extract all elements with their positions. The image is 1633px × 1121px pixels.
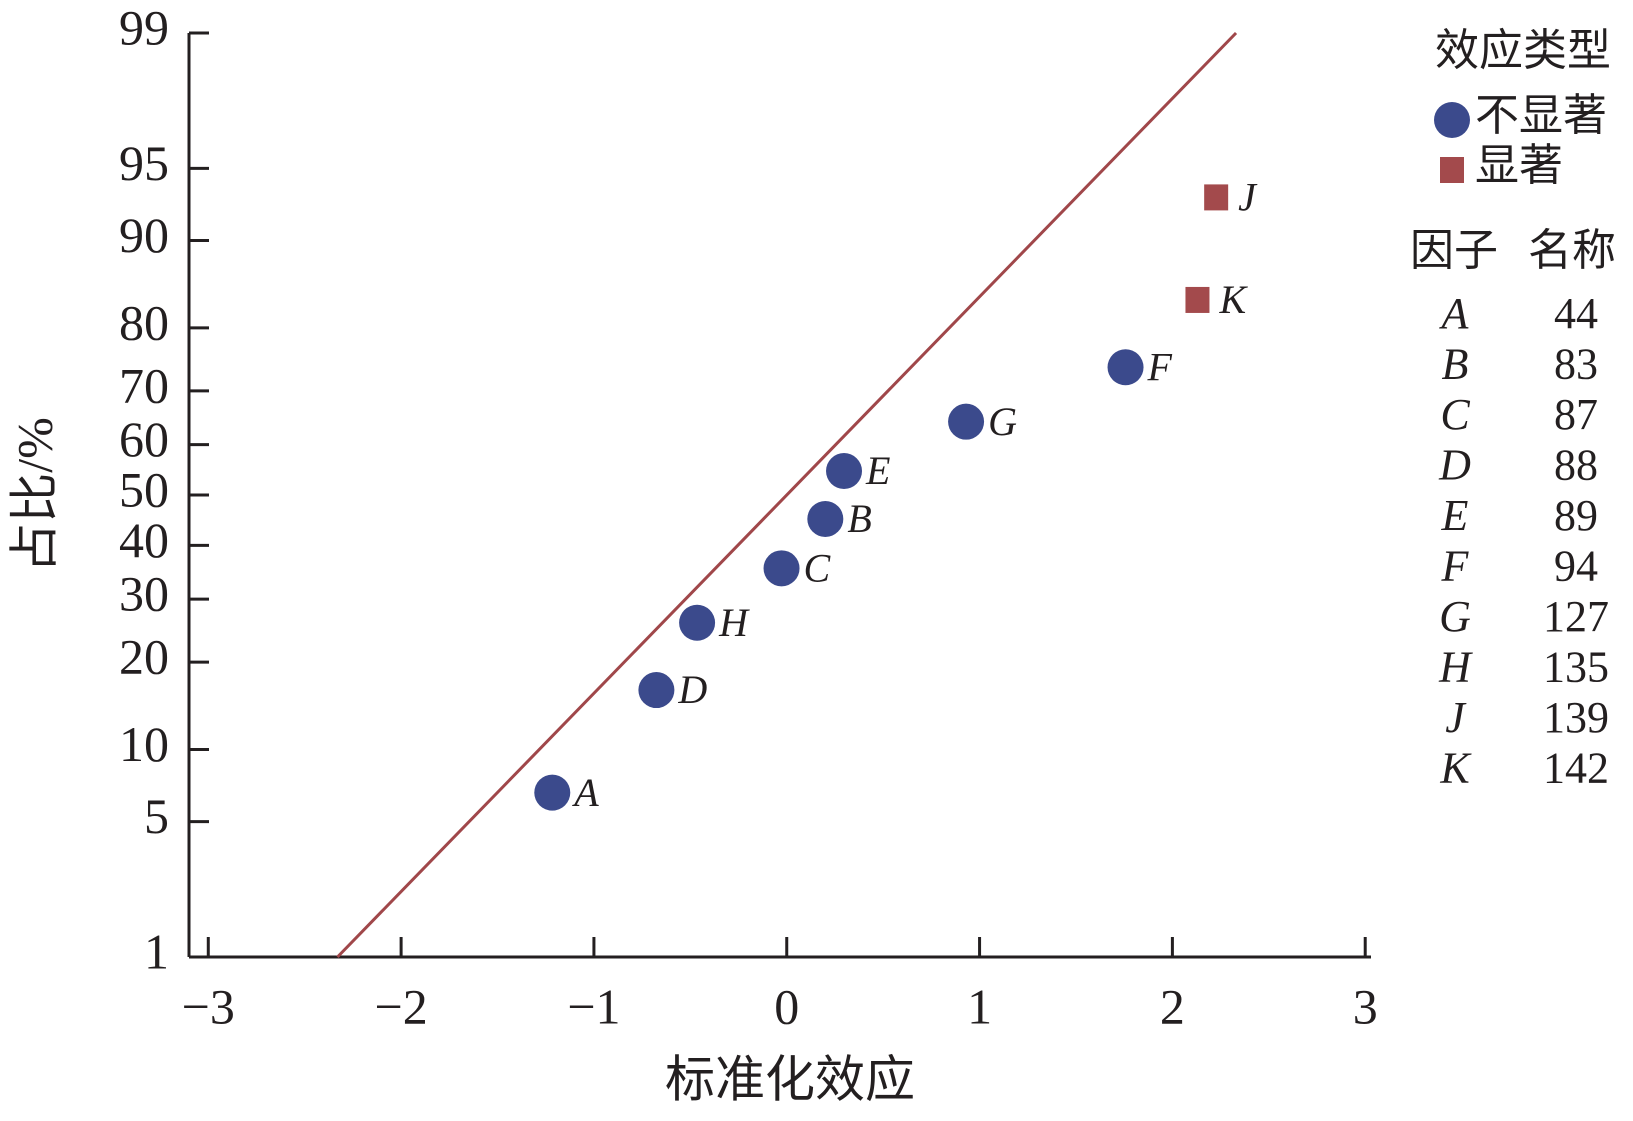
x-tick-label: 2 xyxy=(1160,978,1185,1034)
point xyxy=(1204,184,1229,211)
y-tick-label: 1 xyxy=(144,923,169,979)
point-label: B xyxy=(847,496,871,541)
table-cell: K xyxy=(1439,744,1472,793)
table-cell: C xyxy=(1440,390,1470,439)
table-cell: 83 xyxy=(1554,340,1598,389)
table-cell: 89 xyxy=(1554,491,1598,540)
point xyxy=(763,550,800,587)
legend-label: 不显著 xyxy=(1475,91,1607,140)
point-label: F xyxy=(1147,344,1173,389)
table-cell: F xyxy=(1441,542,1470,591)
table-cell: 127 xyxy=(1543,592,1609,641)
x-tick-label: −1 xyxy=(567,978,620,1034)
y-tick-label: 60 xyxy=(119,411,169,467)
y-tick-label: 80 xyxy=(119,294,169,350)
legend-marker xyxy=(1440,157,1464,183)
point-label: E xyxy=(865,448,890,493)
table-cell: 139 xyxy=(1543,693,1609,742)
table-cell: 88 xyxy=(1554,441,1598,490)
table-cell: 142 xyxy=(1543,744,1609,793)
point xyxy=(679,604,716,641)
y-tick-label: 95 xyxy=(119,135,169,191)
point xyxy=(826,453,863,490)
table-cell: H xyxy=(1438,643,1473,692)
x-tick-label: −2 xyxy=(375,978,428,1034)
table-cell: G xyxy=(1439,592,1471,641)
y-tick-label: 70 xyxy=(119,357,169,413)
y-tick-label: 50 xyxy=(119,461,169,517)
y-tick-label: 90 xyxy=(119,207,169,263)
table-cell: 135 xyxy=(1543,643,1609,692)
point-label: G xyxy=(988,399,1017,444)
point xyxy=(948,403,985,440)
y-axis-label: 占比/% xyxy=(6,417,62,573)
legend-label: 显著 xyxy=(1475,141,1563,190)
table-cell: D xyxy=(1438,441,1471,490)
legend-title: 效应类型 xyxy=(1435,26,1611,75)
y-tick-label: 20 xyxy=(119,629,169,685)
y-tick-label: 10 xyxy=(119,716,169,772)
point-label: D xyxy=(677,667,707,712)
point-label: J xyxy=(1238,175,1258,220)
table-cell: J xyxy=(1445,693,1467,742)
y-tick-label: 5 xyxy=(144,788,169,844)
y-tick-label: 99 xyxy=(119,0,169,55)
y-tick-label: 40 xyxy=(119,512,169,568)
point-label: K xyxy=(1218,277,1248,322)
point xyxy=(534,774,571,811)
y-tick-label: 30 xyxy=(119,566,169,622)
table-cell: A xyxy=(1439,289,1470,338)
point xyxy=(1107,349,1144,386)
table-cell: 94 xyxy=(1554,542,1598,591)
point-label: C xyxy=(804,545,832,590)
point xyxy=(1185,286,1210,313)
reference-line xyxy=(336,31,1238,959)
table-header: 因子 xyxy=(1410,226,1498,275)
point xyxy=(638,672,675,709)
x-tick-label: −3 xyxy=(182,978,235,1034)
legend-marker xyxy=(1434,102,1470,138)
table-cell: E xyxy=(1441,491,1469,540)
table-header: 名称 xyxy=(1528,226,1616,275)
x-axis-label: 标准化效应 xyxy=(665,1051,915,1107)
point xyxy=(807,500,844,537)
table-cell: 44 xyxy=(1554,289,1598,338)
x-tick-label: 3 xyxy=(1353,978,1378,1034)
table-cell: B xyxy=(1442,340,1469,389)
point-label: A xyxy=(571,770,599,815)
point-label: H xyxy=(718,600,750,645)
x-tick-label: 1 xyxy=(967,978,992,1034)
x-tick-label: 0 xyxy=(774,978,799,1034)
table-cell: 87 xyxy=(1554,390,1598,439)
